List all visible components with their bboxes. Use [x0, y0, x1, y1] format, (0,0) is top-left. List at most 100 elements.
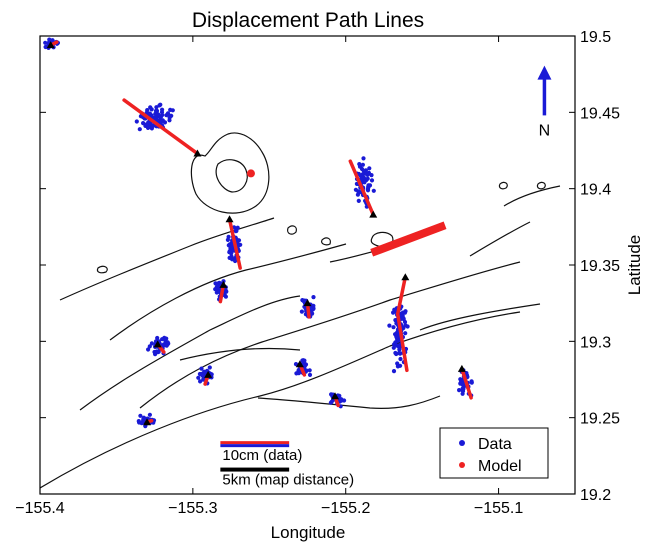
data-point	[310, 311, 315, 316]
data-point	[137, 127, 142, 132]
data-point	[311, 306, 316, 312]
data-point	[400, 311, 405, 316]
legend-box	[439, 427, 549, 479]
data-point	[294, 371, 299, 376]
source-point	[246, 169, 255, 178]
data-point	[138, 413, 143, 418]
station-marker	[401, 273, 410, 281]
scale-bar-label: 10cm (data)	[222, 447, 302, 464]
data-point	[213, 281, 218, 286]
data-point	[369, 178, 375, 183]
legend-data-marker	[459, 440, 465, 446]
data-point	[201, 377, 206, 382]
dike-line	[370, 221, 447, 257]
north-arrow-head	[537, 65, 552, 80]
crater-outline	[287, 225, 297, 235]
data-point	[460, 391, 465, 396]
data-point	[391, 310, 396, 315]
data-point	[394, 335, 399, 340]
data-point	[161, 342, 166, 347]
y-tick-label: 19.45	[580, 105, 620, 122]
data-point	[393, 340, 398, 345]
y-tick-label: 19.25	[580, 411, 620, 428]
data-point	[147, 344, 152, 349]
station-marker	[331, 392, 340, 400]
data-point	[199, 371, 205, 376]
data-point	[168, 107, 173, 112]
data-point	[158, 120, 164, 125]
data-point	[398, 356, 403, 362]
fault-line	[40, 311, 521, 489]
data-point	[397, 350, 402, 356]
x-tick-label: −155.3	[168, 500, 217, 517]
crater-outline	[321, 237, 331, 246]
north-label: N	[539, 122, 551, 139]
data-point	[397, 343, 402, 348]
data-point	[300, 358, 305, 363]
model-path	[122, 98, 200, 156]
model-path	[395, 275, 409, 373]
station-marker	[204, 370, 213, 378]
data-point	[144, 110, 149, 115]
model-path	[348, 159, 375, 217]
scale-bar-data-top	[220, 441, 290, 445]
model-path	[227, 217, 242, 270]
scale-bar-data-bottom	[220, 444, 290, 448]
station-marker	[295, 360, 304, 368]
station-marker	[46, 41, 55, 49]
fault-line	[59, 217, 275, 301]
data-point	[299, 309, 304, 314]
caldera-floor	[215, 159, 248, 193]
data-point	[148, 105, 153, 110]
crater-outline	[498, 181, 508, 190]
data-point	[403, 331, 408, 336]
x-tick-label: −155.1	[474, 500, 523, 517]
data-point	[401, 316, 406, 321]
y-tick-label: 19.5	[580, 29, 611, 46]
fault-line	[79, 295, 301, 411]
crater-outline	[536, 181, 546, 190]
data-point	[165, 112, 170, 117]
data-point	[311, 295, 316, 300]
scale-bar-label: 5km (map distance)	[222, 472, 354, 489]
data-point	[141, 121, 146, 126]
data-point	[457, 388, 462, 393]
x-axis-label: Longitude	[271, 523, 346, 542]
fault-line	[109, 243, 347, 341]
data-point	[367, 166, 372, 171]
data-point	[387, 323, 392, 328]
data-points	[43, 37, 474, 429]
y-tick-label: 19.35	[580, 258, 620, 275]
station-marker	[369, 210, 378, 218]
legend: Data Model	[439, 427, 549, 479]
data-point	[307, 372, 313, 377]
station-marker	[153, 340, 162, 348]
data-point	[307, 368, 312, 373]
data-point	[402, 319, 408, 325]
fault-line	[419, 303, 541, 331]
data-point	[153, 111, 158, 116]
station-marker	[219, 280, 228, 288]
data-point	[149, 126, 154, 131]
data-point	[229, 251, 234, 256]
y-tick-label: 19.4	[580, 182, 611, 199]
legend-model-label: Model	[478, 458, 522, 475]
data-point	[361, 156, 366, 161]
station-marker	[303, 299, 312, 307]
data-point	[167, 118, 172, 123]
data-point	[223, 294, 228, 299]
fault-line	[257, 395, 441, 409]
data-point	[398, 363, 403, 368]
data-point	[155, 350, 160, 355]
data-point	[136, 419, 141, 424]
data-point	[458, 380, 463, 385]
data-point	[147, 412, 152, 417]
y-axis-label: Latitude	[625, 235, 644, 296]
data-point	[149, 341, 154, 346]
station-marker	[457, 364, 466, 372]
model-layer	[46, 40, 473, 426]
data-point	[371, 188, 376, 193]
data-point	[159, 110, 165, 115]
data-point	[405, 324, 410, 329]
data-point	[198, 379, 203, 384]
